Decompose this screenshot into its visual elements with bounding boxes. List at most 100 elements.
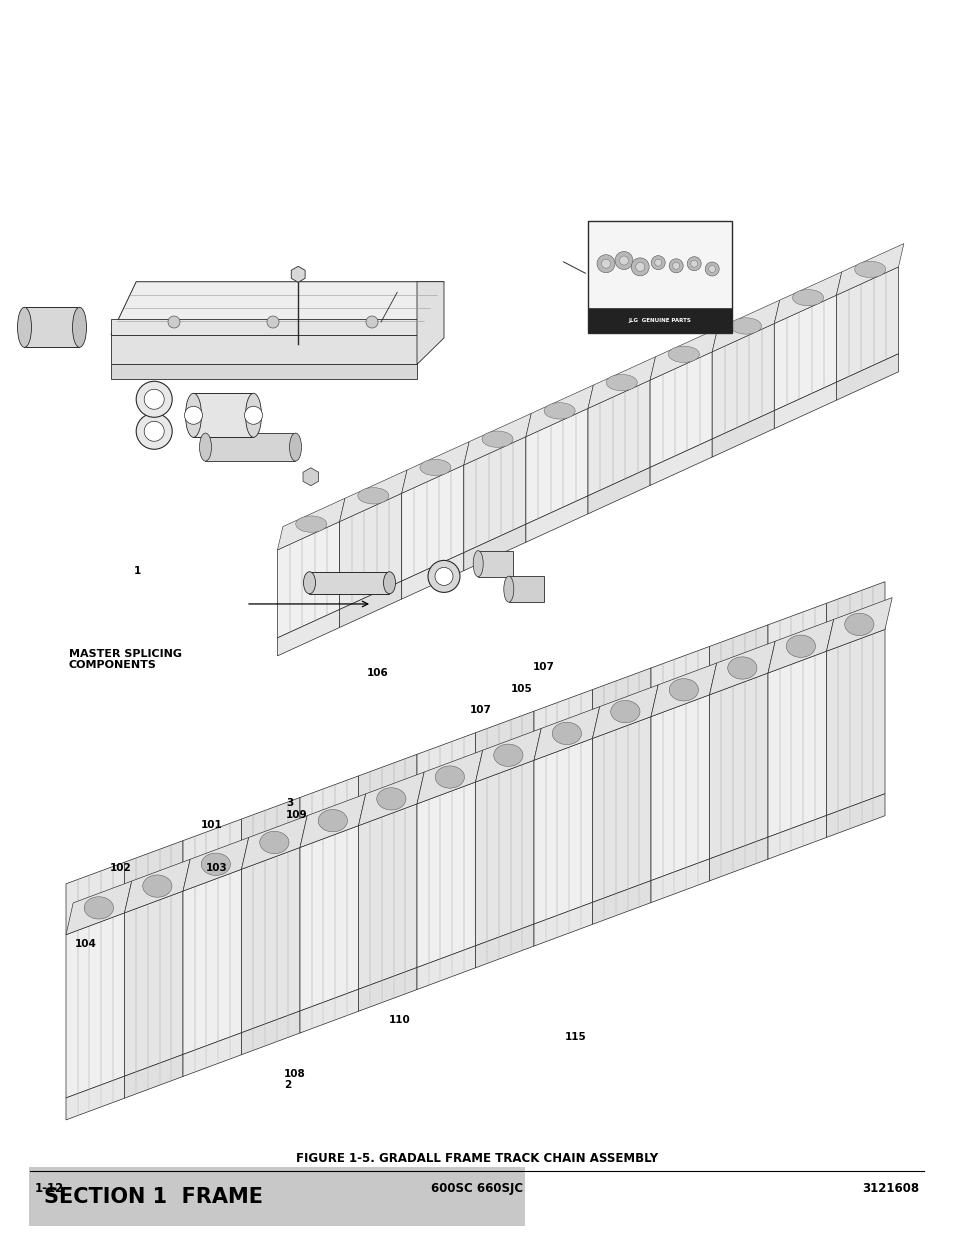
Polygon shape [183,819,241,892]
Polygon shape [649,438,712,485]
Polygon shape [125,841,183,913]
Circle shape [136,382,172,417]
Polygon shape [463,414,531,466]
Polygon shape [241,815,307,869]
Polygon shape [66,862,125,935]
Polygon shape [66,1076,125,1120]
Text: 3
109: 3 109 [286,798,308,820]
Polygon shape [401,442,469,493]
Polygon shape [587,380,649,495]
Text: 3121608: 3121608 [861,1182,918,1194]
Text: 103: 103 [206,863,228,873]
Circle shape [618,256,628,266]
Ellipse shape [376,788,406,810]
Text: 1-12: 1-12 [35,1182,64,1194]
Polygon shape [205,433,295,461]
Polygon shape [401,552,463,599]
Circle shape [704,262,719,275]
Circle shape [686,257,700,270]
Circle shape [690,261,697,267]
Polygon shape [709,641,775,695]
Polygon shape [475,761,534,946]
Polygon shape [650,695,709,881]
Polygon shape [774,272,841,324]
Polygon shape [825,582,884,651]
Polygon shape [358,772,424,826]
Polygon shape [339,580,401,627]
Text: 106: 106 [367,668,389,678]
Ellipse shape [481,431,513,447]
Text: SECTION 1  FRAME: SECTION 1 FRAME [44,1187,262,1207]
Polygon shape [339,493,401,609]
Polygon shape [309,572,389,594]
Polygon shape [463,524,525,571]
Text: 1: 1 [133,566,141,576]
Circle shape [668,259,682,273]
Circle shape [631,258,649,275]
Ellipse shape [289,433,301,461]
Polygon shape [183,869,241,1055]
Polygon shape [587,467,649,514]
Text: 600SC 660SJC: 600SC 660SJC [431,1182,522,1194]
Ellipse shape [668,679,698,701]
Polygon shape [709,625,767,695]
Text: 108
2: 108 2 [284,1068,306,1091]
Polygon shape [650,646,709,716]
Polygon shape [299,989,358,1032]
Polygon shape [712,410,774,457]
Polygon shape [299,776,358,847]
Circle shape [651,256,664,269]
Polygon shape [125,1055,183,1098]
Polygon shape [767,651,825,837]
Ellipse shape [503,576,514,603]
Polygon shape [534,739,592,924]
Polygon shape [525,495,587,542]
Ellipse shape [610,700,639,722]
Circle shape [654,259,661,266]
Polygon shape [774,382,836,429]
Polygon shape [592,668,650,739]
Circle shape [184,406,202,425]
Text: 102: 102 [110,863,132,873]
Polygon shape [125,892,183,1076]
Ellipse shape [383,572,395,594]
Polygon shape [111,319,416,335]
Polygon shape [836,353,898,400]
Ellipse shape [259,831,289,853]
Polygon shape [649,329,717,380]
Polygon shape [508,576,543,603]
Polygon shape [649,352,712,467]
Polygon shape [592,716,650,903]
Polygon shape [534,689,592,761]
Circle shape [244,406,262,425]
Polygon shape [291,267,305,283]
Polygon shape [592,685,658,739]
Text: 105: 105 [510,684,532,694]
Text: FIGURE 1-5. GRADALL FRAME TRACK CHAIN ASSEMBLY: FIGURE 1-5. GRADALL FRAME TRACK CHAIN AS… [295,1152,658,1166]
Circle shape [708,266,715,273]
Ellipse shape [785,635,815,657]
Polygon shape [825,794,884,837]
Polygon shape [299,826,358,1011]
Circle shape [672,262,679,269]
Ellipse shape [730,317,760,335]
Text: 107: 107 [532,662,554,672]
Polygon shape [183,837,249,892]
Polygon shape [709,837,767,881]
Polygon shape [650,663,716,716]
Ellipse shape [318,809,347,832]
Polygon shape [241,1011,299,1055]
Circle shape [144,421,164,441]
Polygon shape [416,946,475,989]
Polygon shape [836,267,898,382]
Ellipse shape [494,745,522,767]
Ellipse shape [84,897,113,919]
Polygon shape [416,782,475,967]
Circle shape [635,262,644,272]
Polygon shape [66,881,132,935]
Ellipse shape [552,722,581,745]
Polygon shape [358,967,416,1011]
Circle shape [435,567,453,585]
Text: 110: 110 [389,1015,411,1025]
Circle shape [136,414,172,450]
